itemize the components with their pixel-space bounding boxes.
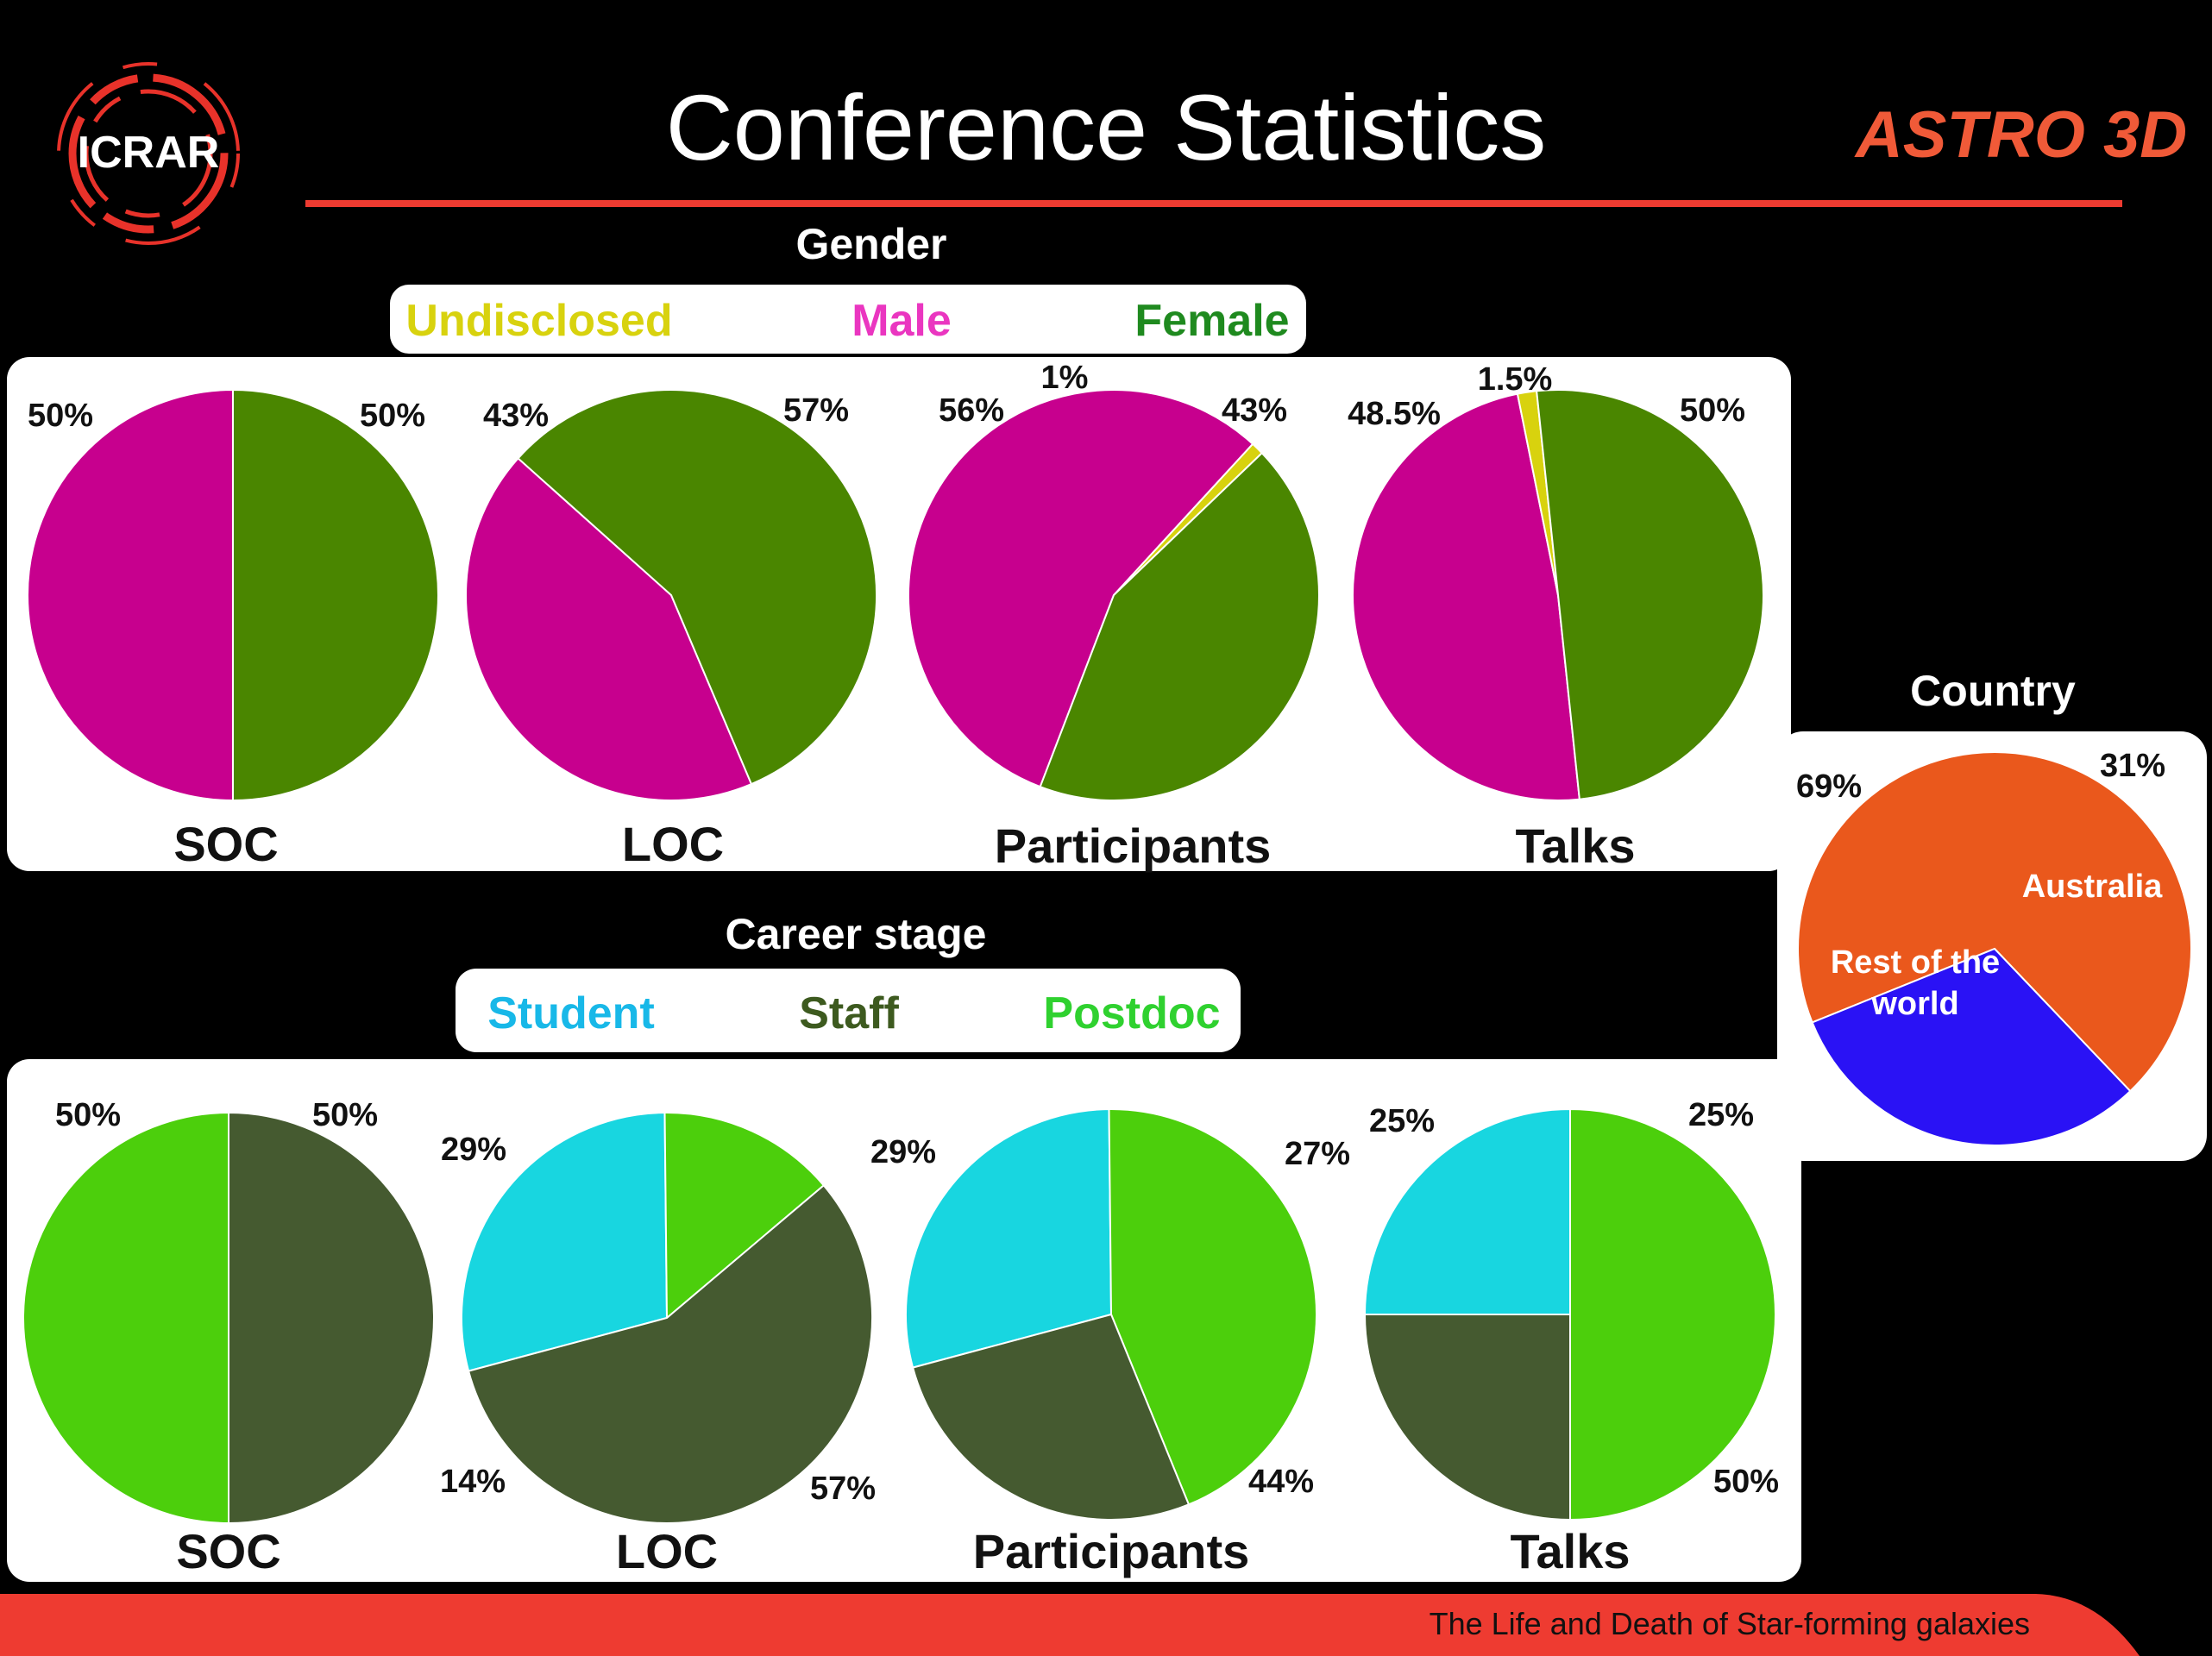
pie-slice-postdoc [1569,1107,1776,1521]
footer-band [0,1594,2140,1656]
pie-percent-label: 25% [1369,1103,1435,1139]
pie-slice-staff [911,1313,1191,1521]
pie-slice-postdoc [22,1111,229,1525]
pie-percent-label: 43% [1222,392,1287,429]
pie-slice-staff [228,1111,435,1525]
pie-percent-label: 50% [55,1097,121,1133]
pie-percent-label: 44% [1248,1464,1314,1500]
legend-undisclosed: Undisclosed [405,296,672,346]
pie-slice-student [1363,1107,1571,1315]
pie-title: Talks [1510,1524,1630,1578]
pie-percent-label: 48.5% [1348,396,1441,432]
pie-title: Participants [973,1524,1250,1578]
pie-percent-label: 43% [483,398,549,434]
icrar-logo-text: ICRAR [78,128,220,178]
pie-percent-label: 14% [440,1464,506,1500]
pie-chart-career-stage-participants: 29% 44% 27% Participants [870,1107,1350,1578]
icrar-logo: ICRAR [57,62,240,245]
pie-slice-rest-of-the-world [1796,751,2192,1093]
pie-title: SOC [173,817,278,871]
pie-slice-australia [1811,947,2132,1146]
pie-title: SOC [176,1524,280,1578]
pie-percent-label: 69% [1796,768,1862,805]
pie-percent-label: 29% [441,1132,506,1168]
pie-chart-gender-soc: 50% 50% SOC [27,388,439,871]
legend-male: Male [851,296,952,346]
pie-slice-male [908,389,1254,788]
footer-text: The Life and Death of Star-forming galax… [1430,1606,2030,1641]
pie-title: LOC [622,817,724,871]
title-underline [305,200,2122,207]
pie-slice-female [1536,389,1764,800]
pie-chart-gender-talks: 48.5% 1.5% 50% Talks [1348,361,1764,873]
pie-percent-label: 57% [783,392,849,429]
pie-slice-staff [467,1183,873,1524]
pie-chart-career-stage-talks: 25% 50% 25% Talks [1363,1097,1779,1578]
pie-slice-male [27,388,234,802]
pie-percent-label: 25% [1688,1097,1754,1133]
astro3d-logo: ASTRO 3D [1854,98,2187,172]
pie-slice-name: Australia [2022,869,2163,905]
pie-title: Talks [1515,819,1635,873]
pie-percent-label: 50% [1713,1464,1779,1500]
pie-slice-name: Rest of the world [1831,944,2000,1022]
pie-slice-postdoc [1108,1108,1317,1506]
legend-student: Student [487,988,655,1038]
legend-female: Female [1134,296,1289,346]
pie-percent-label: 27% [1285,1136,1350,1172]
career-legend-box [456,969,1241,1052]
career-heading: Career stage [726,910,987,958]
pie-percent-label: 50% [28,398,93,434]
pie-percent-label: 29% [870,1134,936,1170]
pie-slice-student [461,1111,669,1372]
page-title: Conference Statistics [666,75,1546,179]
pie-percent-label: 50% [1680,392,1745,429]
pie-chart-gender-participants: 56% 1% 43% Participants [908,360,1320,873]
pie-percent-label: 56% [939,392,1004,429]
pie-percent-label: 50% [312,1097,378,1133]
legend-staff: Staff [799,988,899,1038]
pie-slice-staff [1363,1314,1571,1521]
gender-legend-box [390,285,1306,354]
pie-percent-label: 31% [2100,748,2165,784]
charts-layer: 50% 50% SOC 43% 57% LOC 56% 1% 43% Participants 48… [22,360,2192,1578]
pie-slice-female [517,389,877,786]
pie-chart-gender-loc: 43% 57% LOC [465,389,877,871]
pie-chart-country-country: 69% 31% Rest of the world Australia [1796,748,2192,1146]
pie-percent-label: 1.5% [1478,361,1553,398]
gender-heading: Gender [795,220,946,268]
legend-postdoc: Postdoc [1043,988,1220,1038]
pie-chart-career-stage-loc: 29% 14% 57% LOC [440,1111,876,1578]
pie-title: LOC [616,1524,718,1578]
pie-slice-female [232,388,439,802]
pie-slice-postdoc [663,1112,826,1320]
pie-percent-label: 50% [360,398,425,434]
pie-chart-career-stage-soc: 50% 50% SOC [22,1097,435,1578]
pie-slice-male [1352,392,1580,801]
pie-slice-student [905,1107,1113,1369]
career-panel [7,1059,1801,1582]
pie-title: Participants [995,819,1272,873]
pie-slice-female [1039,451,1320,801]
pie-percent-label: 1% [1041,360,1089,396]
country-heading: Country [1910,667,2076,715]
pie-percent-label: 57% [810,1471,876,1507]
pie-slice-male [465,456,753,801]
gender-panel [7,357,1791,871]
